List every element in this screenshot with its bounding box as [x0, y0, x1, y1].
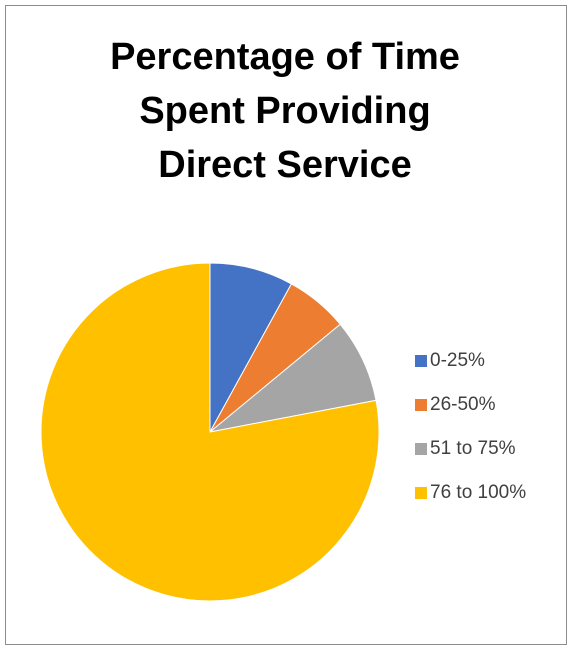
legend-label-0-25: 0-25% — [430, 350, 485, 371]
pie-slice-76-to-100 — [40, 262, 380, 602]
legend-swatch-76-100 — [415, 487, 427, 499]
chart-title: Percentage of Time Spent Providing Direc… — [30, 30, 540, 192]
legend-label-76-100: 76 to 100% — [430, 482, 527, 503]
legend-label-51-75: 51 to 75% — [430, 438, 516, 459]
legend-swatch-26-50 — [415, 399, 427, 411]
chart-title-line-3: Direct Service — [158, 144, 412, 186]
chart-title-line-2: Spent Providing — [139, 90, 431, 132]
legend-swatch-51-75 — [415, 443, 427, 455]
legend-label-26-50: 26-50% — [430, 394, 496, 415]
legend-swatch-0-25 — [415, 355, 427, 367]
chart-title-line-1: Percentage of Time — [110, 36, 460, 78]
